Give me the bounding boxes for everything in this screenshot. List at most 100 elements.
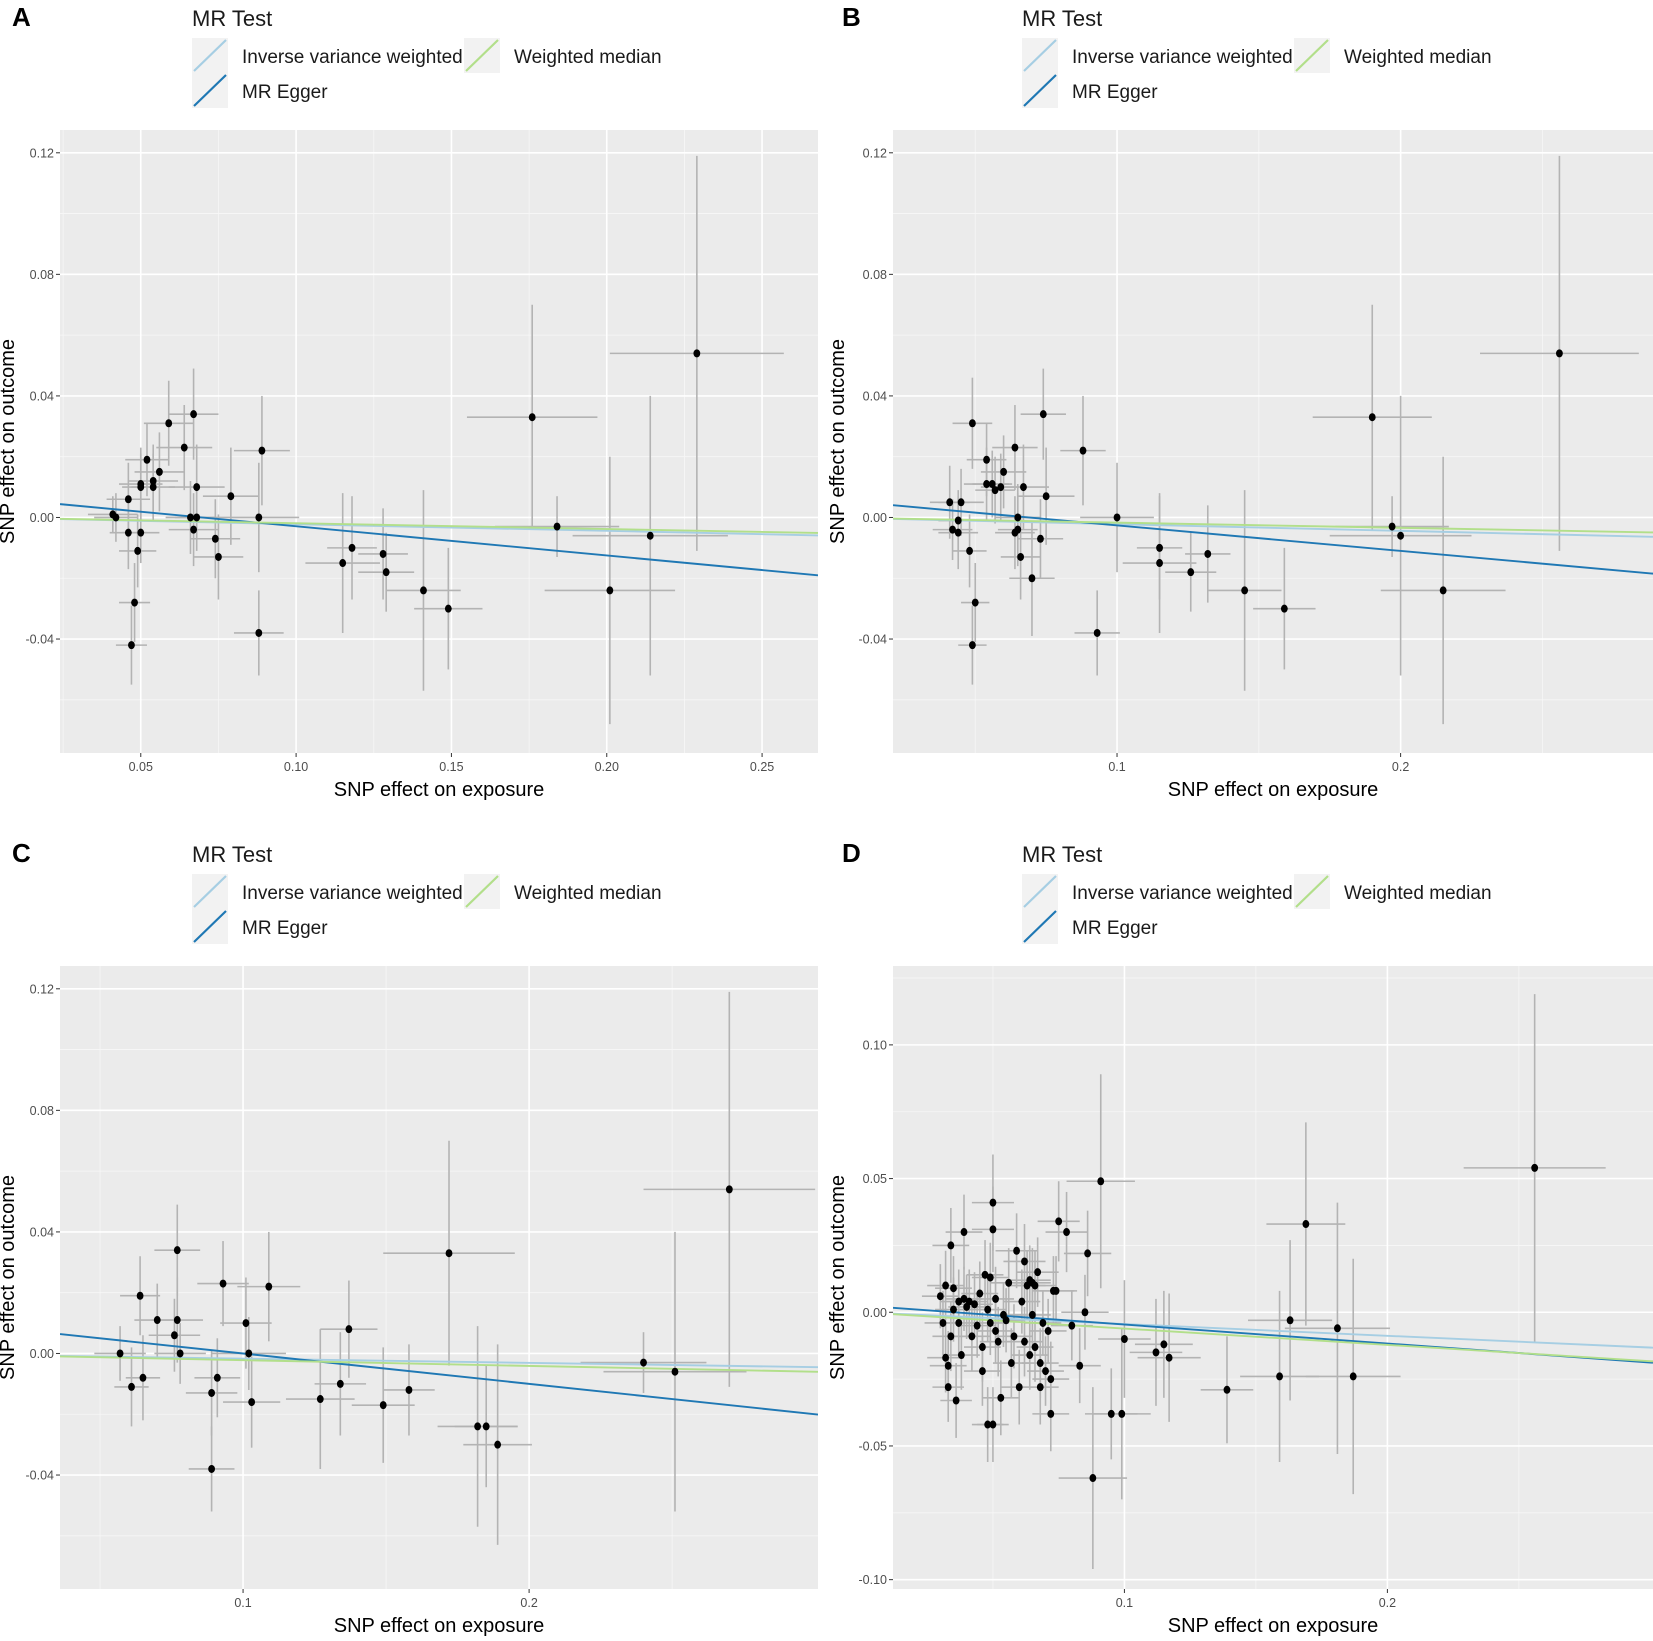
data-point <box>957 498 965 507</box>
data-point <box>1010 1332 1018 1341</box>
y-tick-label: 0.04 <box>863 389 887 403</box>
data-point <box>986 1273 994 1282</box>
data-point <box>947 1332 955 1341</box>
panel-letter: A <box>12 2 31 32</box>
data-point <box>379 549 387 558</box>
legend-item: MR Egger <box>1022 73 1158 108</box>
data-point <box>986 1318 994 1327</box>
data-point <box>1152 1348 1160 1357</box>
data-point <box>265 1282 273 1291</box>
x-axis-title: SNP effect on exposure <box>1168 779 1379 801</box>
y-axis-title: SNP effect on outcome <box>0 339 19 544</box>
data-point <box>997 1393 1005 1402</box>
data-point <box>968 1332 976 1341</box>
data-point <box>176 1349 184 1358</box>
data-point <box>989 1225 997 1234</box>
inverse-variance-weighted-line <box>60 1354 818 1369</box>
legend-item: Inverse variance weighted <box>1022 874 1293 909</box>
data-point <box>553 522 561 531</box>
data-point <box>137 483 145 492</box>
weighted-median-line <box>60 1355 818 1373</box>
data-point <box>1286 1316 1294 1325</box>
data-point <box>1334 1324 1341 1333</box>
mr-egger-line <box>60 503 818 577</box>
data-point <box>984 1420 992 1429</box>
data-point <box>227 492 235 501</box>
inverse-variance-weighted-line <box>893 1312 1653 1349</box>
data-point <box>671 1367 679 1376</box>
plot-content <box>893 994 1653 1569</box>
data-point <box>211 534 219 543</box>
data-point <box>944 1361 952 1370</box>
x-axis-title: SNP effect on exposure <box>334 1615 545 1637</box>
legend: MR Test Inverse variance weighted MR Egger… <box>192 842 662 944</box>
legend-label: MR Egger <box>242 82 328 103</box>
data-point <box>193 483 201 492</box>
data-points <box>946 349 1563 650</box>
legend-label: MR Egger <box>242 918 328 939</box>
data-point <box>1084 1249 1092 1258</box>
data-point <box>1160 1340 1168 1349</box>
legend-label: Weighted median <box>1344 47 1492 68</box>
data-point <box>420 586 427 595</box>
plot-background <box>60 966 818 1589</box>
x-tick-label: 0.2 <box>1379 1596 1396 1610</box>
data-point <box>989 1420 997 1429</box>
panel-letter: B <box>842 2 861 32</box>
data-point <box>474 1422 482 1431</box>
data-point <box>149 477 157 486</box>
legend-key-line <box>193 39 227 72</box>
data-point <box>445 1249 453 1258</box>
legend-label: Weighted median <box>1344 883 1492 904</box>
data-point <box>971 598 979 607</box>
data-point <box>112 513 120 522</box>
gridlines <box>60 130 818 753</box>
data-point <box>245 1349 253 1358</box>
data-point <box>1028 1310 1036 1319</box>
data-points <box>109 349 701 650</box>
data-point <box>1081 1308 1089 1317</box>
data-point <box>1223 1385 1231 1394</box>
data-point <box>997 483 1005 492</box>
data-point <box>136 1291 144 1300</box>
data-point <box>992 1326 999 1335</box>
y-tick-label: 0.12 <box>30 982 54 996</box>
x-axis-title: SNP effect on exposure <box>334 779 545 801</box>
data-point <box>606 586 614 595</box>
data-point <box>979 1343 986 1352</box>
regression-lines <box>893 1306 1653 1364</box>
data-point <box>1097 1177 1105 1186</box>
x-tick-label: 0.1 <box>1108 760 1125 774</box>
data-point <box>1531 1163 1539 1172</box>
data-point <box>1068 1321 1076 1330</box>
data-point <box>966 546 973 555</box>
legend: MR Test Inverse variance weighted MR Egger… <box>1022 842 1492 944</box>
data-point <box>379 1401 387 1410</box>
data-point <box>936 1292 944 1301</box>
legend-title: MR Test <box>192 842 272 867</box>
x-tick-label: 0.2 <box>520 1596 537 1610</box>
legend-key-line <box>465 875 499 908</box>
legend: MR Test Inverse variance weighted MR Egger… <box>192 6 662 108</box>
plot-content <box>893 155 1653 725</box>
legend-key-line <box>1023 910 1057 943</box>
data-point <box>213 1373 221 1382</box>
data-point <box>965 1297 973 1306</box>
inverse-variance-weighted-line <box>893 517 1653 538</box>
y-tick-label: 0.12 <box>30 146 54 160</box>
data-point <box>1036 1383 1044 1392</box>
data-point <box>116 1349 124 1358</box>
data-point <box>1187 568 1195 577</box>
data-point <box>494 1440 502 1449</box>
data-point <box>640 1358 647 1367</box>
data-point <box>128 1382 135 1391</box>
data-point <box>258 446 266 455</box>
data-point <box>973 1321 981 1330</box>
data-point <box>124 528 132 537</box>
data-point <box>984 1305 992 1314</box>
data-point <box>1042 492 1050 501</box>
legend-label: MR Egger <box>1072 918 1158 939</box>
data-point <box>969 641 976 650</box>
legend-key-line <box>1023 875 1057 908</box>
data-point <box>187 513 194 522</box>
